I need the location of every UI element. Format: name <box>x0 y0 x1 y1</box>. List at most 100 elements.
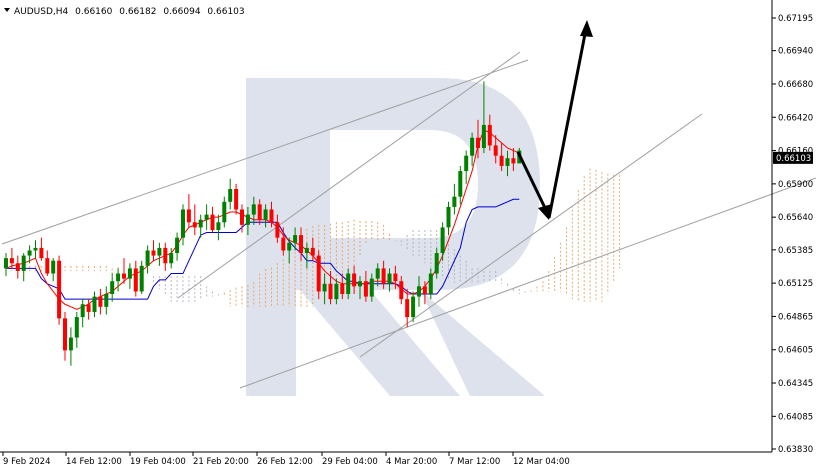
arrowhead-up-icon <box>580 20 593 37</box>
y-tick-label: 0.63830 <box>778 445 813 455</box>
candle <box>481 81 486 154</box>
candle-body <box>499 155 504 166</box>
candle <box>222 196 227 228</box>
candle-body <box>464 155 469 172</box>
candle-body <box>98 296 103 307</box>
candle-body <box>470 137 475 156</box>
forecast-arrow-down <box>516 151 548 211</box>
candle <box>464 150 469 184</box>
candle <box>505 150 510 177</box>
x-tick-label: 12 Mar 04:00 <box>513 457 570 467</box>
candle-body <box>251 204 256 215</box>
candle <box>240 204 244 233</box>
candle <box>499 142 504 172</box>
candle <box>4 253 8 277</box>
candle-body <box>405 299 410 318</box>
candle <box>458 165 463 205</box>
candle-body <box>139 265 144 292</box>
candle <box>263 204 268 228</box>
candle <box>470 132 475 166</box>
dropdown-triangle-icon[interactable] <box>4 8 10 12</box>
candle <box>422 281 427 305</box>
trend-line <box>239 177 816 389</box>
candle-body <box>399 281 404 300</box>
candle-body <box>4 258 8 269</box>
candle-body <box>493 145 498 156</box>
candle-body <box>86 304 91 312</box>
candle-body <box>33 247 38 251</box>
candle-body <box>151 250 156 256</box>
y-tick-label: 0.66160 <box>778 147 813 157</box>
candle <box>210 206 215 233</box>
candle <box>511 148 516 172</box>
chart-header: AUDUSD,H4 0.66160 0.66182 0.66094 0.6610… <box>4 7 245 17</box>
candle-body <box>68 337 73 351</box>
candle <box>133 260 138 297</box>
candle-body <box>45 258 50 274</box>
candle <box>281 227 286 256</box>
y-axis-ticks: 0.67195 0.66940 0.66680 0.66420 0.66160 0.659… <box>772 14 813 455</box>
candle-body <box>434 253 439 274</box>
candle-body <box>80 304 85 318</box>
candle-body <box>446 206 451 228</box>
candle-body <box>352 273 357 287</box>
kijun-line <box>6 198 520 300</box>
candle-body <box>92 296 97 312</box>
candle-body <box>63 318 67 351</box>
candle-body <box>346 273 351 295</box>
close-value: 0.66103 <box>207 7 244 17</box>
candle-body <box>39 247 44 259</box>
candle <box>198 214 203 238</box>
y-tick-label: 0.64865 <box>778 312 813 322</box>
candle <box>411 291 416 323</box>
candle-body <box>216 222 221 230</box>
x-tick-label: 29 Feb 04:00 <box>322 457 378 467</box>
candle <box>322 273 327 305</box>
candle <box>74 311 79 348</box>
y-tick-label: 0.65640 <box>778 213 813 223</box>
candle-body <box>204 214 209 220</box>
candle-body <box>363 281 368 297</box>
high-value: 0.66182 <box>119 7 156 17</box>
candle-body <box>281 237 286 251</box>
candle <box>45 250 50 277</box>
candle <box>346 268 351 300</box>
candle <box>163 242 168 271</box>
current-price-marker: 0.66103 <box>773 151 813 164</box>
candle-body <box>104 294 109 307</box>
candle-body <box>116 273 121 282</box>
candle <box>487 114 492 151</box>
y-tick-label: 0.65900 <box>778 180 813 190</box>
candle-body <box>381 268 386 284</box>
candle <box>68 327 73 366</box>
candle <box>387 268 392 292</box>
candle <box>316 250 321 300</box>
y-tick-label: 0.67195 <box>778 14 813 24</box>
candle-body <box>476 137 480 149</box>
candle-body <box>127 268 132 279</box>
candle <box>104 286 109 315</box>
candle-body <box>487 124 492 146</box>
candle <box>39 237 44 261</box>
candle <box>393 265 398 289</box>
candle <box>92 291 97 318</box>
candle <box>151 240 156 261</box>
candle-body <box>293 235 298 243</box>
x-axis-ticks: 9 Feb 2024 14 Feb 12:00 19 Feb 04:00 21 Feb… <box>2 452 570 467</box>
y-tick-label: 0.64345 <box>778 379 813 389</box>
candle-body <box>334 283 339 300</box>
candle-body <box>310 247 315 256</box>
candle-body <box>505 158 510 166</box>
candle <box>257 199 262 225</box>
trend-line <box>359 113 703 358</box>
candle-body <box>481 124 486 149</box>
candle <box>228 178 233 210</box>
svg-text:AUDUSD,H4 0.66160: AUDUSD,H4 0.66160 0.66182 0.66094 0.6610… <box>14 7 245 17</box>
x-tick-label: 7 Mar 12:00 <box>449 457 500 467</box>
y-tick-label: 0.66680 <box>778 80 813 90</box>
candle <box>63 311 67 361</box>
candle <box>234 183 239 215</box>
candle-body <box>228 188 233 202</box>
candle-body <box>240 209 244 225</box>
